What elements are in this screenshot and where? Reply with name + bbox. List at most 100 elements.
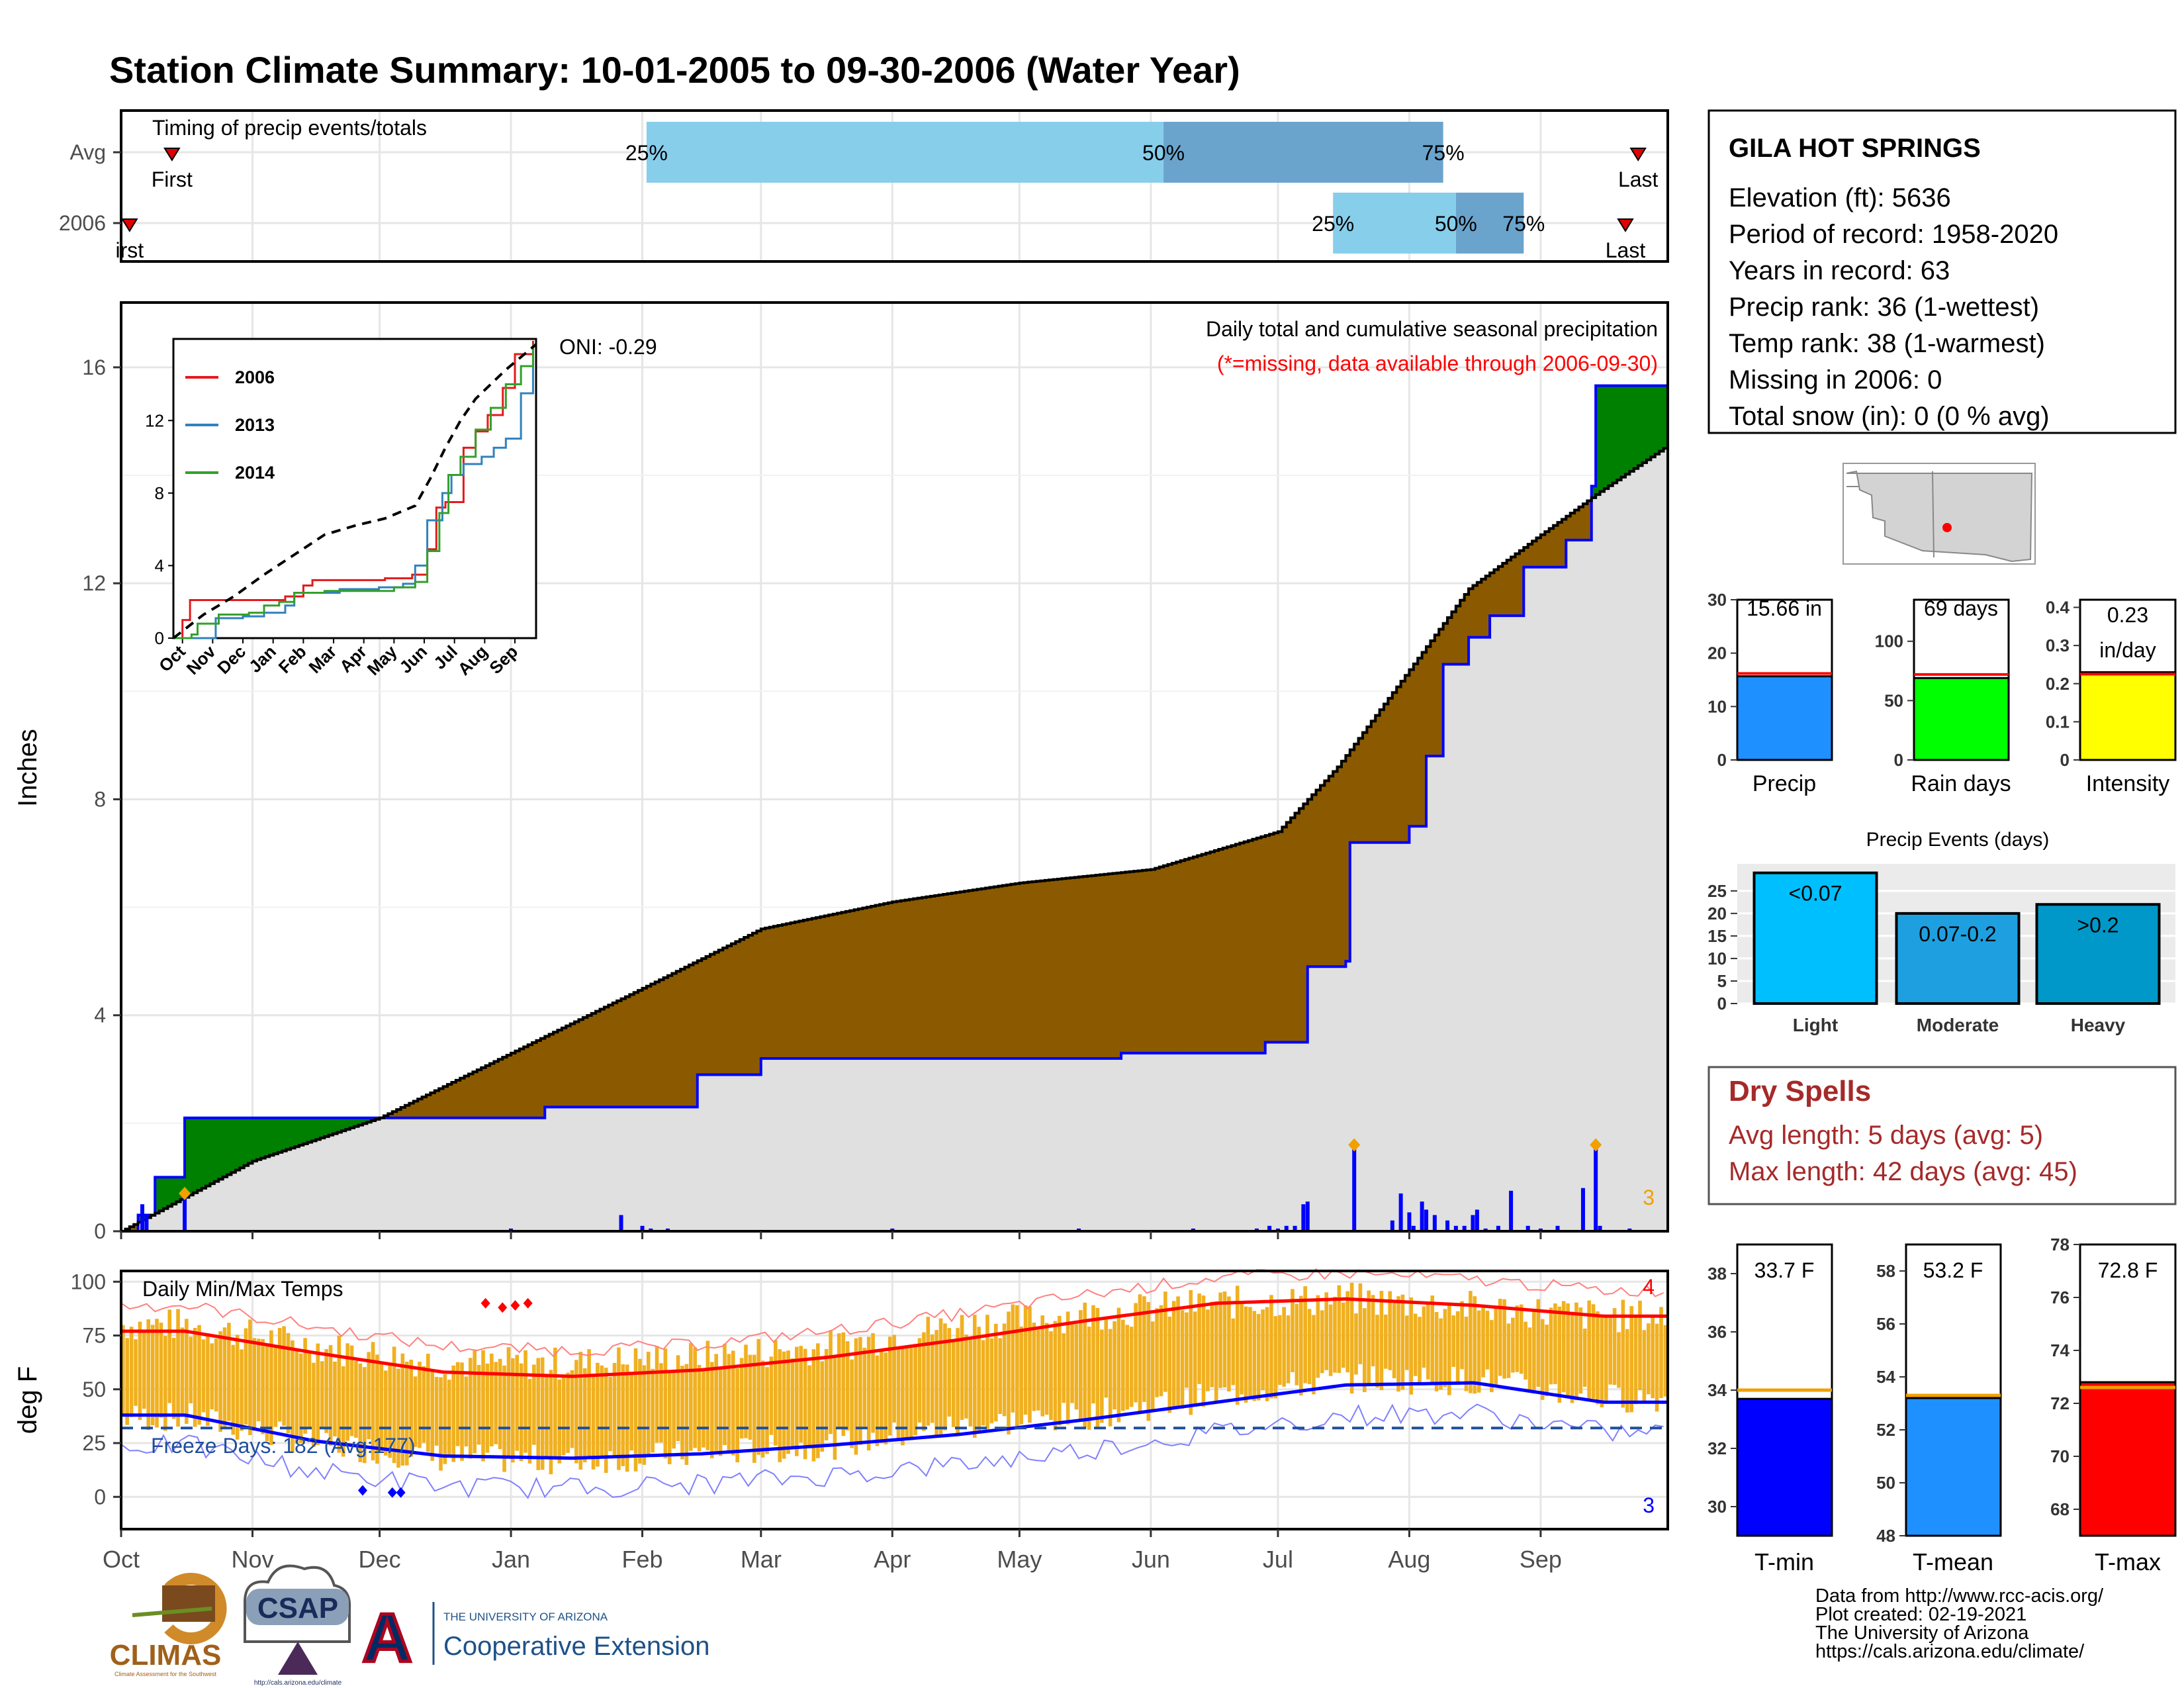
daily-temp-bar — [176, 1309, 180, 1427]
cum-deficit-segment — [1273, 833, 1279, 1043]
daily-temp-bar — [1298, 1295, 1303, 1395]
daily-temp-bar — [1341, 1302, 1345, 1368]
daily-precip-bar — [1432, 1215, 1437, 1231]
cum-surplus-segment — [269, 1117, 275, 1156]
cum-deficit-segment — [1210, 851, 1215, 1053]
daily-temp-bar — [913, 1346, 917, 1436]
timing-marker-label: First — [152, 167, 193, 191]
cum-deficit-segment — [617, 1000, 622, 1107]
cum-deficit-segment — [409, 1103, 414, 1118]
cum-deficit-segment — [1095, 875, 1101, 1058]
daily-temp-bar — [265, 1346, 269, 1442]
cum-deficit-segment — [837, 913, 842, 1058]
daily-temp-bar — [159, 1323, 163, 1418]
daily-temp-bar — [201, 1339, 206, 1413]
daily-temp-bar — [892, 1335, 896, 1423]
summary-value-label: 15.66 in — [1747, 596, 1822, 620]
temp-summary-bar — [1905, 1397, 2002, 1537]
daily-temp-bar — [1269, 1295, 1273, 1399]
daily-temp-bar — [854, 1338, 858, 1455]
cum-deficit-segment — [964, 891, 970, 1058]
precip-ytick-label: 4 — [94, 1004, 106, 1027]
daily-temp-bar — [1138, 1294, 1142, 1414]
daily-temp-bar — [1028, 1306, 1032, 1423]
cum-deficit-segment — [1019, 882, 1024, 1058]
daily-temp-bar — [1295, 1303, 1299, 1385]
cum-deficit-segment — [1328, 776, 1334, 967]
daily-temp-bar — [333, 1361, 337, 1436]
daily-temp-bar — [862, 1347, 867, 1427]
cum-surplus-segment — [1600, 385, 1605, 492]
daily-temp-bar — [1591, 1304, 1596, 1399]
dry-spells-avg: Avg length: 5 days (avg: 5) — [1729, 1121, 2043, 1150]
daily-temp-bar — [1265, 1307, 1269, 1401]
cum-deficit-segment — [922, 897, 927, 1058]
daily-temp-bar — [811, 1349, 816, 1462]
inset-legend-label: 2014 — [235, 463, 275, 483]
daily-temp-bar — [1070, 1324, 1074, 1403]
events-category-label: Moderate — [1917, 1015, 1999, 1035]
station-info-line: Temp rank: 38 (1-warmest) — [1729, 329, 2045, 358]
cum-deficit-segment — [1375, 715, 1381, 843]
daily-temp-bar — [1633, 1317, 1638, 1405]
cum-deficit-segment — [845, 911, 850, 1058]
daily-temp-bar — [1083, 1302, 1087, 1428]
cum-deficit-segment — [1167, 864, 1173, 1053]
cum-surplus-segment — [227, 1117, 232, 1175]
cum-surplus-segment — [1604, 385, 1609, 489]
daily-temp-bar — [667, 1373, 672, 1464]
cum-deficit-segment — [439, 1088, 444, 1118]
temp-summary-ytick-label: 32 — [1707, 1438, 1727, 1458]
daily-precip-bar — [1475, 1209, 1479, 1231]
record-low-marker — [357, 1485, 367, 1496]
cum-deficit-segment — [786, 923, 792, 1058]
max-count-label: 4 — [1643, 1275, 1655, 1299]
cum-deficit-segment — [582, 1017, 588, 1107]
daily-temp-bar — [341, 1366, 345, 1457]
cum-deficit-segment — [760, 929, 766, 1058]
temp-summary-ytick-label: 30 — [1707, 1497, 1727, 1517]
daily-temp-bar — [464, 1376, 469, 1447]
daily-temp-bar — [880, 1350, 884, 1443]
cum-deficit-segment — [1244, 841, 1249, 1053]
csap-logo: CSAP http://cals.arizona.edu/climate — [244, 1564, 351, 1687]
cum-deficit-segment — [1430, 640, 1435, 757]
daily-temp-bar — [1519, 1304, 1524, 1374]
daily-temp-bar — [697, 1364, 702, 1452]
daily-temp-bar — [379, 1362, 384, 1452]
cum-deficit-segment — [515, 1051, 520, 1118]
daily-temp-bar — [1642, 1330, 1647, 1404]
cum-surplus-segment — [180, 1177, 185, 1200]
cum-deficit-segment — [1011, 884, 1016, 1058]
cum-deficit-segment — [727, 945, 732, 1075]
cum-deficit-segment — [697, 961, 702, 1075]
record-high-marker — [523, 1297, 533, 1309]
precip-panel-title: Daily total and cumulative seasonal prec… — [1206, 317, 1658, 341]
cum-deficit-segment — [1087, 876, 1092, 1058]
daily-temp-bar — [197, 1325, 201, 1425]
precip-count-label: 3 — [1643, 1186, 1655, 1209]
cum-deficit-segment — [702, 959, 707, 1075]
daily-temp-bar — [1405, 1315, 1409, 1370]
cum-deficit-segment — [718, 950, 723, 1075]
daily-temp-bar — [858, 1336, 862, 1445]
cum-deficit-segment — [625, 996, 630, 1107]
daily-temp-bar — [1040, 1315, 1044, 1417]
daily-precip-bar — [1077, 1228, 1081, 1231]
daily-precip-bar — [1471, 1215, 1475, 1231]
daily-temp-bar — [1002, 1323, 1007, 1417]
temp-summary-ytick-label: 52 — [1876, 1420, 1895, 1440]
cum-surplus-segment — [1633, 385, 1639, 469]
daily-temp-bar — [829, 1330, 833, 1434]
temp-summary-bar — [1736, 1397, 1833, 1537]
cum-deficit-segment — [1007, 884, 1012, 1058]
daily-temp-bar — [1320, 1310, 1324, 1374]
events-bar-label: >0.2 — [2077, 913, 2118, 937]
cum-deficit-segment — [693, 962, 698, 1107]
daily-temp-bar — [231, 1344, 236, 1435]
daily-temp-bar — [1066, 1311, 1070, 1425]
daily-temp-bar — [502, 1365, 506, 1472]
daily-temp-bar — [964, 1335, 968, 1419]
daily-precip-bar — [665, 1228, 670, 1231]
cum-deficit-segment — [1502, 563, 1508, 616]
